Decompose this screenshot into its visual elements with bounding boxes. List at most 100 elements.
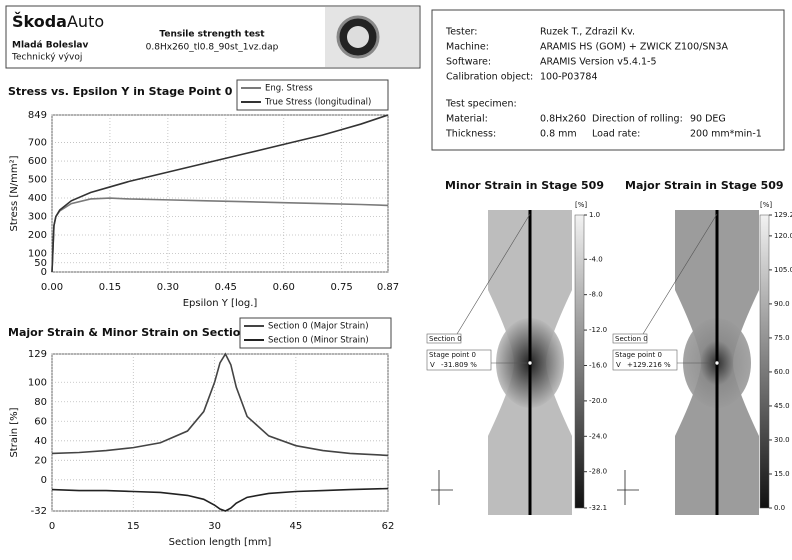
x-tick-label: 0.45	[215, 282, 237, 293]
info-value: 200 mm*min-1	[690, 129, 762, 140]
label-box	[426, 349, 492, 371]
colorbar-label: 105.0	[774, 266, 792, 274]
y-tick-label: 40	[34, 436, 47, 447]
colorbar-label: -20.0	[589, 397, 607, 405]
y-tick-label: 400	[28, 193, 47, 204]
brand-suffix: Auto	[67, 12, 104, 31]
legend-box	[236, 79, 389, 111]
y-tick-label: 100	[28, 377, 47, 388]
colorbar-label: 45.0	[774, 402, 790, 410]
point-label: Stage point 0	[615, 351, 662, 359]
x-tick-label: 0.00	[41, 282, 63, 293]
x-tick-label: 0.75	[331, 282, 353, 293]
y-tick-label: 100	[28, 249, 47, 260]
x-tick-label: 45	[290, 521, 303, 532]
leader	[456, 213, 531, 335]
x-tick-label: 62	[382, 521, 395, 532]
colorbar-label: -4.0	[589, 255, 603, 263]
info-value: 90 DEG	[690, 114, 726, 125]
colorbar-label: 60.0	[774, 368, 790, 376]
info-value: 0.8 mm	[540, 129, 577, 140]
file-name: 0.8Hx260_tl0.8_90st_1vz.dap	[146, 43, 279, 53]
leader	[642, 213, 718, 335]
logo-inner	[347, 26, 369, 48]
y-tick-label: 0	[41, 475, 47, 486]
section-label: Section 0	[429, 335, 462, 343]
colorbar-label: -12.0	[589, 326, 607, 334]
point-value: +129.216 %	[627, 361, 671, 369]
colorbar-label: 30.0	[774, 436, 790, 444]
info-subtitle: Test specimen:	[445, 99, 517, 110]
x-tick-label: 0.87	[377, 282, 399, 293]
y-axis-label: Strain [%]	[9, 407, 20, 457]
stage-point	[714, 360, 720, 366]
colorbar-label: 15.0	[774, 470, 790, 478]
label-box	[426, 333, 462, 344]
y-tick-label: 500	[28, 175, 47, 186]
x-tick-label: 15	[127, 521, 140, 532]
brand: ŠkodaAuto	[12, 12, 104, 31]
info-label: Machine:	[446, 42, 489, 53]
colorbar-label: 129.2	[774, 211, 792, 219]
colorbar-label: 0.0	[774, 504, 785, 512]
legend-label: True Stress (longitudinal)	[264, 98, 371, 108]
info-label: Material:	[446, 114, 488, 125]
colorbar-label: -16.0	[589, 361, 607, 369]
y-tick-label: -32	[31, 506, 47, 517]
info-label: Thickness:	[445, 129, 496, 140]
info-value: Ruzek T., Zdrazil Kv.	[540, 27, 635, 38]
legend-label: Section 0 (Minor Strain)	[268, 336, 369, 346]
y-tick-label: 700	[28, 138, 47, 149]
point-value: -31.809 %	[441, 361, 477, 369]
map-title: Minor Strain in Stage 509	[445, 179, 604, 192]
colorbar	[759, 214, 770, 509]
info-label: Calibration object:	[446, 72, 533, 83]
x-axis-label: Section length [mm]	[169, 537, 272, 548]
colorbar-unit: [%]	[760, 201, 772, 209]
y-tick-label: 20	[34, 455, 47, 466]
point-label: Stage point 0	[429, 351, 476, 359]
component-label: V	[430, 361, 435, 369]
colorbar-label: 120.0	[774, 232, 792, 240]
legend-label: Section 0 (Major Strain)	[268, 322, 369, 332]
data-line	[51, 114, 389, 273]
y-tick-label: 80	[34, 397, 47, 408]
stage-point	[527, 360, 533, 366]
plot-area	[51, 353, 389, 512]
colorbar-label: -24.0	[589, 432, 607, 440]
header-title: Tensile strength test	[159, 30, 265, 40]
colorbar-label: 75.0	[774, 334, 790, 342]
y-tick-label: 200	[28, 230, 47, 241]
info-box	[431, 9, 785, 151]
colorbar-label: -28.0	[589, 468, 607, 476]
colorbar-unit: [%]	[575, 201, 587, 209]
x-tick-label: 30	[208, 521, 221, 532]
y-tick-label: 0	[41, 267, 47, 278]
info-label: Load rate:	[592, 129, 640, 140]
chart-title: Major Strain & Minor Strain on Section 0	[8, 326, 260, 339]
department: Technický vývoj	[11, 53, 82, 63]
info-value: ARAMIS HS (GOM) + ZWICK Z100/SN3A	[540, 42, 729, 53]
y-tick-label: 600	[28, 156, 47, 167]
section-label: Section 0	[615, 335, 648, 343]
x-axis-label: Epsilon Y [log.]	[183, 298, 258, 309]
chart-title: Stress vs. Epsilon Y in Stage Point 0	[8, 85, 233, 98]
data-line	[51, 352, 389, 457]
y-axis-label: Stress [N/mm²]	[9, 155, 20, 231]
info-label: Software:	[446, 57, 491, 68]
brand-name: Škoda	[12, 12, 67, 31]
info-value: ARAMIS Version v5.4.1-5	[540, 57, 656, 68]
y-tick-label: 129	[28, 349, 47, 360]
plot-area	[51, 114, 389, 273]
info-label: Direction of rolling:	[592, 114, 683, 125]
x-tick-label: 0	[49, 521, 55, 532]
info-value: 0.8Hx260	[540, 114, 586, 125]
colorbar-label: -8.0	[589, 291, 603, 299]
colorbar-label: -32.1	[589, 504, 607, 512]
y-tick-label: 50	[34, 258, 47, 269]
map-title: Major Strain in Stage 509	[625, 179, 784, 192]
x-tick-label: 0.30	[157, 282, 179, 293]
colorbar	[574, 214, 585, 509]
colorbar-label: 1.0	[589, 211, 600, 219]
